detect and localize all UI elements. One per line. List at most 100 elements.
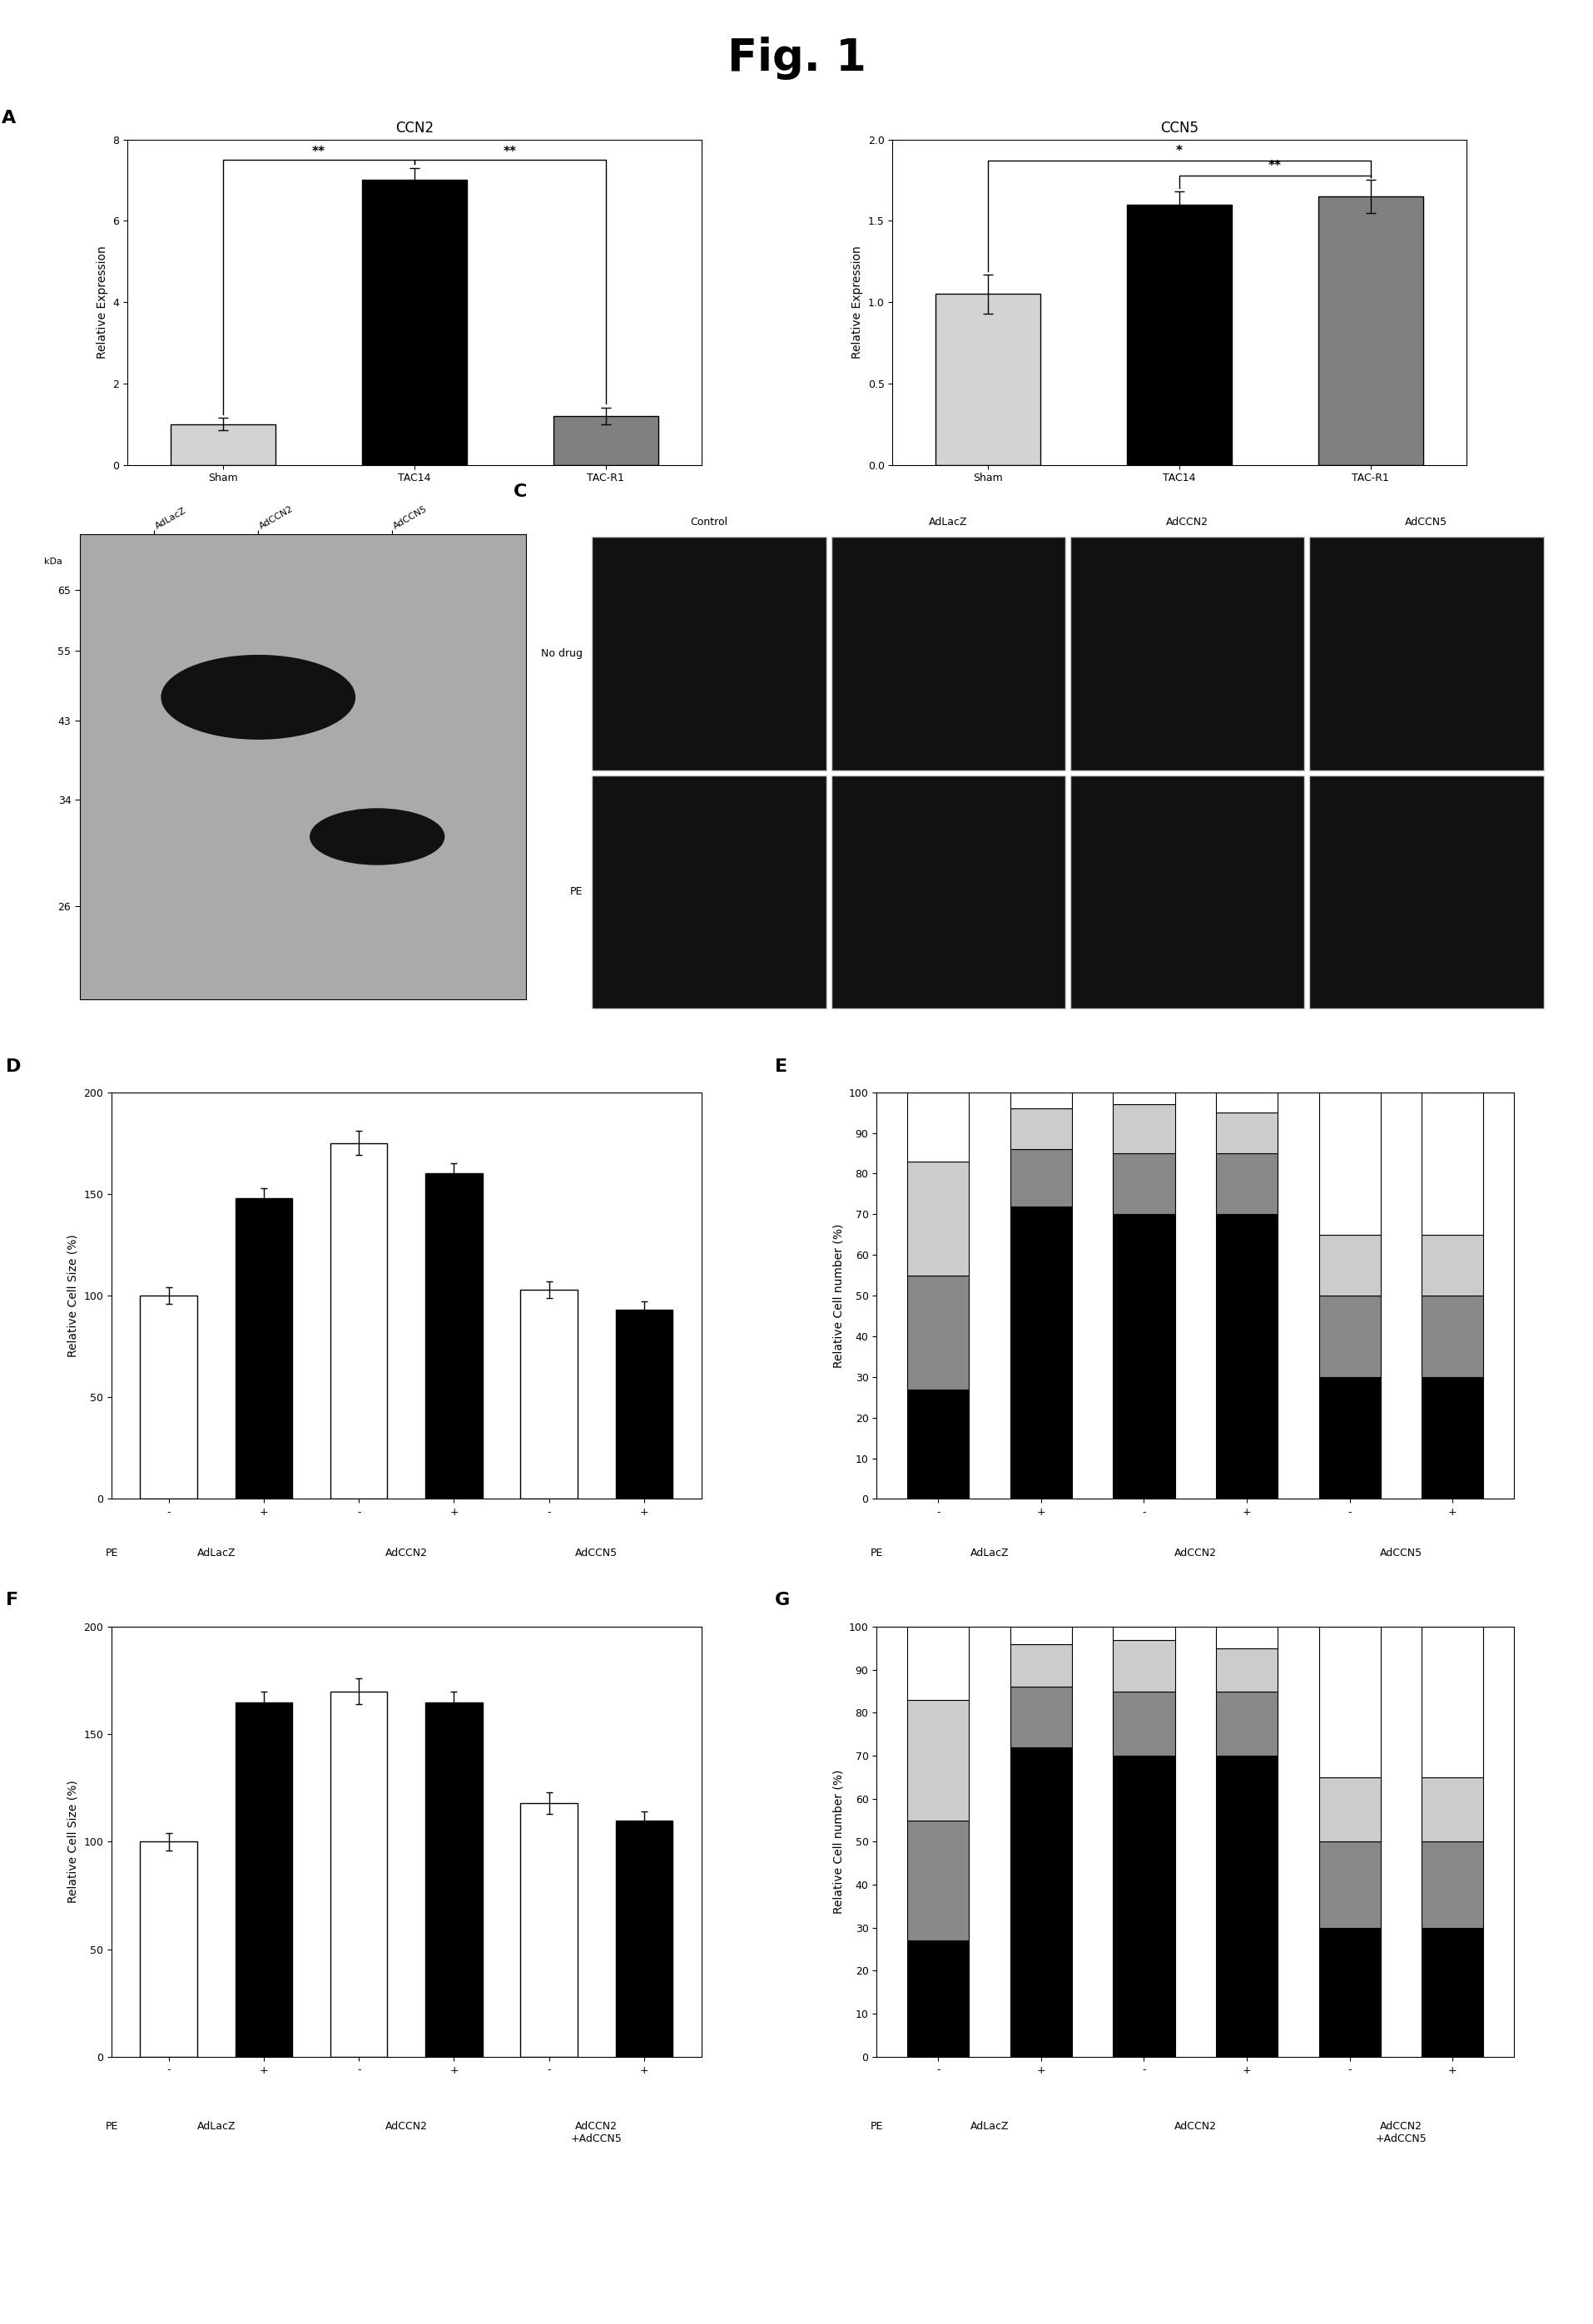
Bar (593, 776, 825, 1009)
Bar (425, 1174, 483, 1499)
Bar (1112, 1092, 1174, 1104)
Bar (1010, 1148, 1072, 1206)
Bar (330, 1143, 387, 1499)
Bar (615, 1311, 672, 1499)
Bar (1112, 1641, 1174, 1692)
Bar (1421, 1294, 1483, 1376)
Bar (140, 1841, 198, 2057)
Bar (1010, 1109, 1072, 1148)
Bar (330, 1692, 387, 2057)
Bar (1309, 537, 1542, 769)
Text: AdCCN2: AdCCN2 (386, 1548, 427, 1559)
Bar (1317, 1376, 1380, 1499)
Bar (593, 537, 825, 769)
Bar (1317, 1092, 1380, 1234)
Text: PE: PE (870, 1548, 883, 1559)
Bar (1112, 1692, 1174, 1757)
Text: Control: Control (690, 516, 728, 528)
Text: AdCCN5: AdCCN5 (1405, 516, 1446, 528)
Text: AdCCN2: AdCCN2 (1166, 516, 1207, 528)
Y-axis label: Relative Expression: Relative Expression (97, 246, 108, 358)
Bar (1112, 1213, 1174, 1499)
Bar (1010, 1092, 1072, 1109)
Bar (1309, 776, 1542, 1009)
Bar (1112, 1153, 1174, 1213)
Bar (906, 1276, 969, 1390)
Bar (1215, 1092, 1278, 1113)
Text: **: ** (1268, 160, 1281, 172)
Y-axis label: Relative Cell number (%): Relative Cell number (%) (832, 1769, 844, 1915)
Bar (906, 1820, 969, 1941)
Bar (1010, 1627, 1072, 1643)
Bar (1317, 1929, 1380, 2057)
Bar (832, 537, 1064, 769)
Text: F: F (5, 1592, 18, 1608)
Bar (236, 1701, 292, 2057)
Text: No drug: No drug (540, 648, 583, 660)
Text: AdLacZ: AdLacZ (970, 2122, 1008, 2131)
Bar (906, 1390, 969, 1499)
Bar (832, 776, 1064, 1009)
Bar (935, 293, 1040, 465)
Bar (1070, 776, 1303, 1009)
Bar (1010, 1206, 1072, 1499)
Y-axis label: Relative Cell Size (%): Relative Cell Size (%) (67, 1234, 80, 1357)
Bar (1421, 1627, 1483, 1778)
Bar (1215, 1213, 1278, 1499)
Y-axis label: Relative Expression: Relative Expression (851, 246, 863, 358)
Text: AdCCN2: AdCCN2 (386, 2122, 427, 2131)
Text: A: A (2, 109, 16, 125)
Bar (1421, 1376, 1483, 1499)
Bar (236, 1199, 292, 1499)
Bar (906, 1627, 969, 1699)
Bar (1215, 1153, 1278, 1213)
Text: PE: PE (105, 2122, 118, 2131)
Bar (906, 1162, 969, 1276)
Bar (553, 416, 658, 465)
Bar (1317, 195, 1423, 465)
Y-axis label: Relative Cell Size (%): Relative Cell Size (%) (67, 1780, 80, 1903)
Text: AdLacZ: AdLacZ (970, 1548, 1008, 1559)
Bar (362, 179, 467, 465)
Bar (1421, 1778, 1483, 1841)
Bar (1215, 1627, 1278, 1648)
Bar (521, 1290, 577, 1499)
Text: **: ** (503, 146, 516, 158)
Bar (1010, 1643, 1072, 1687)
Text: AdCCN2: AdCCN2 (1174, 2122, 1215, 2131)
Text: G: G (774, 1592, 790, 1608)
Text: AdCCN2
+AdCCN5: AdCCN2 +AdCCN5 (570, 2122, 621, 2145)
Text: AdCCN5: AdCCN5 (1380, 1548, 1421, 1559)
Bar (906, 1092, 969, 1162)
Text: AdCCN2: AdCCN2 (1174, 1548, 1215, 1559)
Bar (1010, 1687, 1072, 1748)
Bar (170, 423, 276, 465)
Title: CCN5: CCN5 (1160, 121, 1198, 135)
Text: AdCCN5: AdCCN5 (575, 1548, 618, 1559)
Text: PE: PE (870, 2122, 883, 2131)
Bar (1317, 1627, 1380, 1778)
Text: PE: PE (569, 885, 583, 897)
Bar (1112, 1627, 1174, 1641)
Bar (906, 1699, 969, 1820)
Text: AdLacZ: AdLacZ (198, 2122, 236, 2131)
Text: AdCCN2
+AdCCN5: AdCCN2 +AdCCN5 (1375, 2122, 1426, 2145)
Bar (1070, 537, 1303, 769)
Bar (1421, 1841, 1483, 1929)
Bar (615, 1820, 672, 2057)
Text: **: ** (312, 146, 325, 158)
Text: AdLacZ: AdLacZ (929, 516, 967, 528)
Text: PE: PE (105, 1548, 118, 1559)
Text: Fig. 1: Fig. 1 (726, 37, 867, 79)
Text: *: * (1176, 144, 1182, 158)
Bar (521, 1803, 577, 2057)
Bar (1215, 1648, 1278, 1692)
Bar (1215, 1692, 1278, 1757)
Text: kDa: kDa (45, 558, 62, 567)
Bar (906, 1941, 969, 2057)
Bar (1317, 1234, 1380, 1297)
Bar (1317, 1294, 1380, 1376)
Ellipse shape (161, 655, 355, 739)
Text: E: E (774, 1060, 787, 1076)
Bar (1126, 205, 1231, 465)
